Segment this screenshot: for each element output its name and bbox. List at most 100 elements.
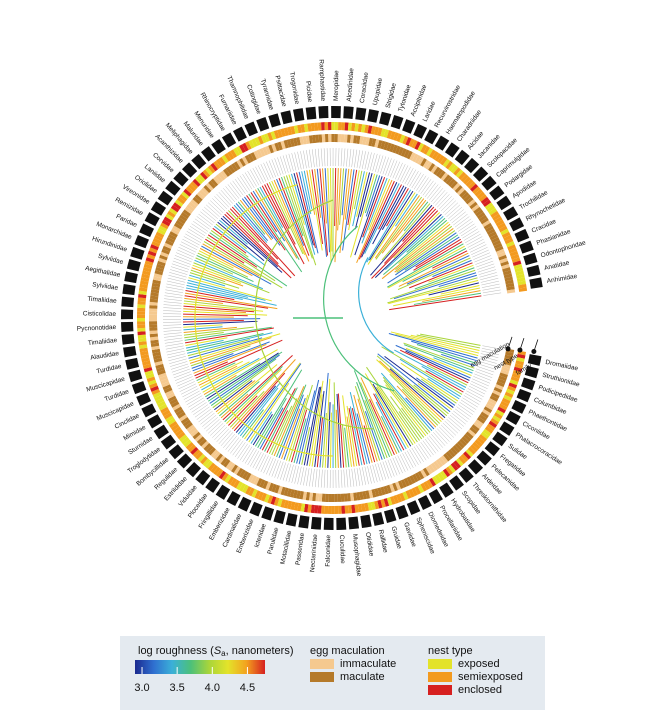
family-label: Timaliidae [88, 337, 118, 347]
nest-cell [474, 188, 483, 197]
egg-cell [156, 366, 165, 373]
nest-cell [500, 400, 510, 408]
branch [405, 350, 470, 381]
legend-swatch [428, 685, 452, 695]
family-block [130, 246, 145, 260]
egg-cell [350, 492, 355, 502]
tip-label [204, 206, 218, 220]
tip-label [206, 419, 220, 432]
egg-cell [159, 254, 168, 261]
egg-cell [180, 416, 190, 425]
nest-cell [310, 122, 315, 132]
tip-label [317, 148, 320, 167]
egg-cell [289, 489, 295, 498]
tip-label [354, 468, 358, 487]
tip-label [440, 424, 455, 438]
branch [425, 370, 464, 393]
egg-cell [491, 237, 500, 244]
nest-cell [423, 481, 431, 490]
egg-cell [175, 219, 185, 227]
egg-cell [166, 392, 176, 400]
nest-cell [500, 228, 510, 236]
egg-cell [485, 403, 494, 411]
family-label: Anatidae [544, 259, 571, 272]
egg-cell [450, 447, 458, 456]
tip-label [348, 148, 352, 167]
nest-cell [377, 127, 383, 137]
branch [366, 366, 418, 443]
egg-cell [469, 426, 478, 435]
branch [278, 394, 304, 459]
egg-cell [296, 490, 301, 499]
branch [324, 168, 331, 253]
egg-cell [380, 140, 386, 150]
nest-cell [434, 153, 442, 162]
egg-cell [277, 485, 283, 495]
tip-label [188, 228, 204, 239]
nest-cell [442, 468, 451, 478]
nest-cell [476, 191, 485, 200]
tip-label [420, 178, 432, 194]
egg-cell [475, 209, 484, 217]
nest-cell [497, 222, 506, 230]
egg-cell [440, 172, 449, 181]
egg-cell [502, 267, 511, 273]
branch [387, 277, 478, 304]
nest-cell [137, 314, 146, 319]
egg-cell [406, 476, 413, 486]
branch [219, 219, 248, 245]
tip-label [369, 465, 375, 483]
branch [226, 368, 282, 424]
branch [183, 324, 223, 328]
tip-label [406, 450, 417, 467]
tip-label [462, 397, 478, 408]
nest-cell [138, 337, 147, 343]
tip-label [196, 408, 212, 420]
family-block [249, 501, 263, 517]
branch [303, 170, 313, 209]
tip-label [297, 466, 302, 485]
tip-label [465, 392, 481, 403]
tip-label [218, 191, 232, 206]
egg-cell [392, 482, 398, 492]
branch [233, 204, 268, 243]
nest-cell [245, 141, 252, 150]
branch [354, 386, 381, 461]
family-block [141, 403, 157, 418]
egg-cell [296, 137, 301, 146]
branch [426, 364, 468, 386]
branch [264, 184, 296, 245]
tip-label [257, 165, 267, 182]
tip-label [435, 192, 448, 206]
tip-label [382, 461, 389, 479]
branch [187, 339, 250, 357]
nest-cell [138, 341, 147, 346]
family-block [505, 410, 521, 426]
branch [362, 176, 386, 238]
nest-cell [448, 464, 456, 473]
branch [250, 411, 273, 444]
branch [373, 393, 405, 451]
branch [197, 360, 243, 384]
family-block [379, 111, 392, 126]
branch [353, 370, 391, 458]
nest-cell [399, 134, 406, 144]
branch [261, 185, 305, 265]
branch [227, 210, 260, 243]
egg-cell [386, 484, 392, 494]
branch [301, 171, 312, 215]
nest-cell [181, 436, 190, 445]
nest-cell [498, 403, 508, 411]
egg-cell [312, 134, 317, 144]
nest-cell [143, 366, 153, 373]
branch [353, 170, 363, 210]
family-block [519, 240, 534, 254]
tip-label [477, 266, 496, 273]
tip-label [214, 196, 228, 210]
nest-cell [370, 125, 376, 135]
nest-cell [139, 347, 148, 353]
egg-cell [152, 279, 161, 285]
tip-label [465, 233, 481, 244]
nest-cell [478, 194, 488, 202]
egg-cell [500, 369, 509, 376]
